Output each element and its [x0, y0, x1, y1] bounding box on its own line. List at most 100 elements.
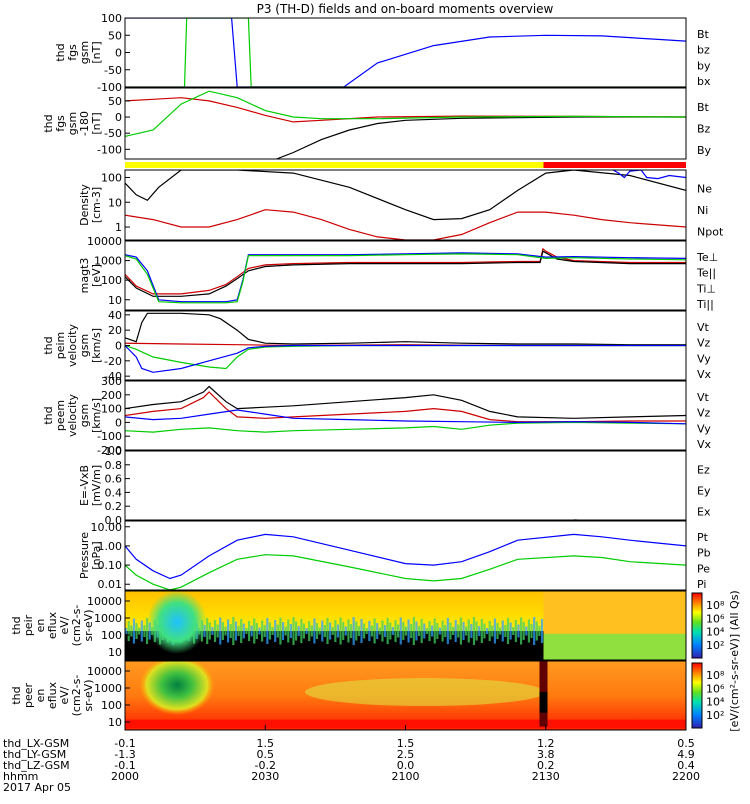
y-tick-label: 0.10 — [98, 559, 123, 572]
legend-entry: bx — [697, 75, 711, 88]
x-tick-label: 3.8 — [537, 748, 555, 761]
y-axis-label: fgs — [54, 115, 67, 132]
y-axis-label: [nPa] — [90, 541, 103, 569]
panel-frame — [124, 240, 687, 311]
series-line-Vx — [125, 344, 686, 373]
legend-entry: Vx — [697, 438, 712, 451]
series-line-by — [125, 18, 686, 87]
y-tick-label: -200 — [97, 444, 122, 457]
series-line-By — [125, 90, 686, 137]
colorbar-tick-label: 10⁸ — [706, 599, 725, 612]
y-axis-label: eV/ — [58, 616, 71, 634]
colorbar-tick-label: 10⁴ — [706, 696, 725, 709]
series-group — [125, 90, 686, 159]
y-tick-label: 10 — [108, 196, 122, 209]
series-group — [125, 312, 686, 373]
y-axis-label: thd — [10, 686, 23, 704]
legend-entry: Vt — [697, 391, 710, 404]
spectrogram-image — [125, 591, 686, 660]
x-tick-label: 4.9 — [677, 748, 695, 761]
legend-entry: Bt — [697, 101, 710, 114]
spectrogram-image — [125, 661, 686, 730]
x-tick-label: 2.5 — [397, 748, 415, 761]
y-tick-label: 10000 — [87, 235, 122, 248]
y-tick-label: 0 — [115, 111, 122, 124]
y-tick-label: 20 — [108, 324, 122, 337]
series-line-bx — [125, 18, 686, 87]
panel-4: 10000 1000 100 10 magt3 [eV] Te⊥ Te|| Ti⊥ Ti|| — [78, 235, 718, 311]
legend-entry: Te|| — [696, 267, 716, 280]
series-line-Ti|| — [125, 253, 686, 304]
x-axis-row-label: thd_LZ-GSM — [3, 759, 70, 772]
series-line-Vy — [125, 421, 686, 433]
y-axis-label: (cm2-s- — [70, 675, 83, 717]
legend-entry: By — [697, 144, 712, 157]
y-axis-label: E=-VxB — [78, 465, 91, 506]
y-tick-label: 10 — [108, 716, 122, 729]
series-group — [125, 247, 686, 304]
y-axis-label: peim — [54, 332, 67, 360]
series-line-Ni — [125, 170, 686, 221]
status-bar-segment — [125, 162, 544, 168]
y-tick-label: 100 — [101, 629, 122, 642]
x-tick-label: 2000 — [111, 770, 139, 783]
y-axis-label: eV/ — [58, 686, 71, 704]
panel-8: 10.00 1.00 0.10 0.01 Pressure [nPa] Pt Pb Pe Pi — [78, 520, 711, 591]
legend-entry: Pt — [697, 531, 709, 544]
y-axis-label: peir — [22, 614, 35, 636]
legend-entry: Vz — [697, 407, 711, 420]
y-tick-label: 0.01 — [98, 578, 123, 591]
x-tick-label: 0.5 — [677, 737, 695, 750]
legend: Vt Vz Vy Vx — [697, 391, 712, 451]
x-axis-row-label: hhmm — [3, 770, 38, 783]
y-axis-label: thd — [42, 114, 55, 132]
y-axis-label: sr-eV) — [82, 679, 95, 711]
colorbar-tick-label: 10⁶ — [706, 612, 725, 625]
series-line-Npot — [612, 170, 686, 180]
x-tick-label: -0.1 — [114, 759, 135, 772]
x-axis-date: 2017 Apr 05 — [3, 781, 71, 794]
y-axis-label: velocity — [66, 394, 79, 437]
legend-entry: Vt — [697, 321, 710, 334]
x-tick-label: 0.5 — [257, 748, 275, 761]
y-axis-label: [km/s] — [90, 328, 103, 363]
series-group — [125, 18, 686, 87]
series-line-Pi — [125, 533, 686, 580]
y-tick-label: 1 — [115, 221, 122, 234]
legend: Ez Ey Ex — [697, 464, 711, 519]
x-tick-label: 0.4 — [677, 759, 695, 772]
y-tick-label: 100 — [101, 403, 122, 416]
y-axis-label: -180 — [78, 111, 91, 136]
colorbar-gradient — [691, 662, 703, 729]
y-tick-label: -100 — [97, 143, 122, 156]
series-group — [125, 385, 686, 433]
x-tick-label: -0.1 — [114, 737, 135, 750]
y-tick-label: 10000 — [87, 665, 122, 678]
y-axis-label: thd — [10, 616, 23, 634]
series-line-Bt — [276, 116, 686, 159]
y-tick-label: -20 — [104, 355, 122, 368]
y-tick-label: -100 — [97, 81, 122, 94]
panel-frame — [124, 450, 687, 521]
colorbar-tick-label: 10⁶ — [706, 682, 725, 695]
x-axis: thd_LX-GSM -0.1 1.5 1.5 1.2 0.5 thd_LY-GSM -1.3… — [3, 725, 700, 794]
x-tick-label: -0.2 — [255, 759, 276, 772]
legend-entry: Ni — [697, 204, 708, 217]
series-group — [125, 533, 686, 590]
y-tick-label: -50 — [104, 64, 122, 77]
y-axis-label: (cm2-s- — [70, 605, 83, 647]
x-tick-label: 0.2 — [537, 759, 555, 772]
y-axis-label: eflux — [46, 681, 59, 709]
y-tick-label: 50 — [108, 29, 122, 42]
y-axis-label: peer — [22, 683, 35, 709]
legend-entry: Vy — [697, 422, 711, 435]
colorbar-label: [eV/(cm²-s-sr-eV)] (All Qs) — [728, 590, 741, 731]
y-axis-label: eflux — [46, 611, 59, 639]
legend-entry: Vy — [697, 352, 711, 365]
y-tick-label: -40 — [104, 370, 122, 383]
y-tick-label: 1.0 — [105, 445, 123, 458]
